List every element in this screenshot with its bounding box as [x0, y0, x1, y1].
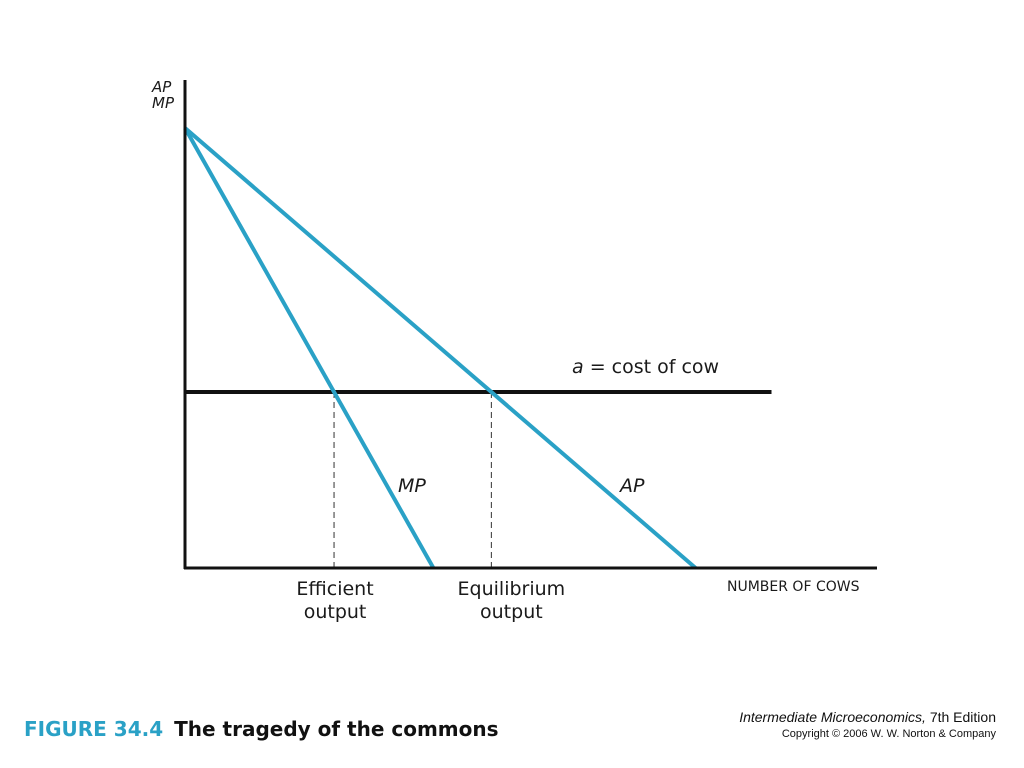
book-title: Intermediate Microeconomics, [739, 709, 926, 725]
cost-text: = cost of cow [584, 356, 719, 378]
curves [183, 126, 697, 570]
ap-label: AP [618, 475, 645, 497]
figure-number: FIGURE 34.4 [24, 717, 164, 741]
figure-title: The tragedy of the commons [174, 717, 499, 741]
mp-curve [183, 127, 436, 569]
ap-curve [183, 126, 697, 570]
reference-label-equilibrium-1: Equilibrium [458, 578, 566, 600]
book-edition: 7th Edition [925, 709, 996, 725]
x-axis-label: NUMBER OF COWS [727, 579, 860, 595]
book-credit: Intermediate Microeconomics, 7th Edition… [739, 709, 996, 740]
figure-caption: FIGURE 34.4 The tragedy of the commons [24, 717, 499, 741]
cost-symbol: a [572, 356, 584, 378]
copyright-line: Copyright © 2006 W. W. Norton & Company [781, 728, 996, 740]
axes [183, 80, 877, 570]
y-axis-label-ap: AP [151, 78, 172, 96]
book-line: Intermediate Microeconomics, 7th Edition [739, 709, 996, 725]
reference-label-efficient-1: Efficient [296, 578, 373, 600]
reference-label-efficient-2: output [304, 601, 367, 623]
cost-of-cow-label: a = cost of cow [572, 356, 719, 378]
reference-label-equilibrium-2: output [480, 601, 543, 623]
y-axis-label-mp: MP [152, 94, 175, 112]
mp-label: MP [398, 475, 426, 497]
